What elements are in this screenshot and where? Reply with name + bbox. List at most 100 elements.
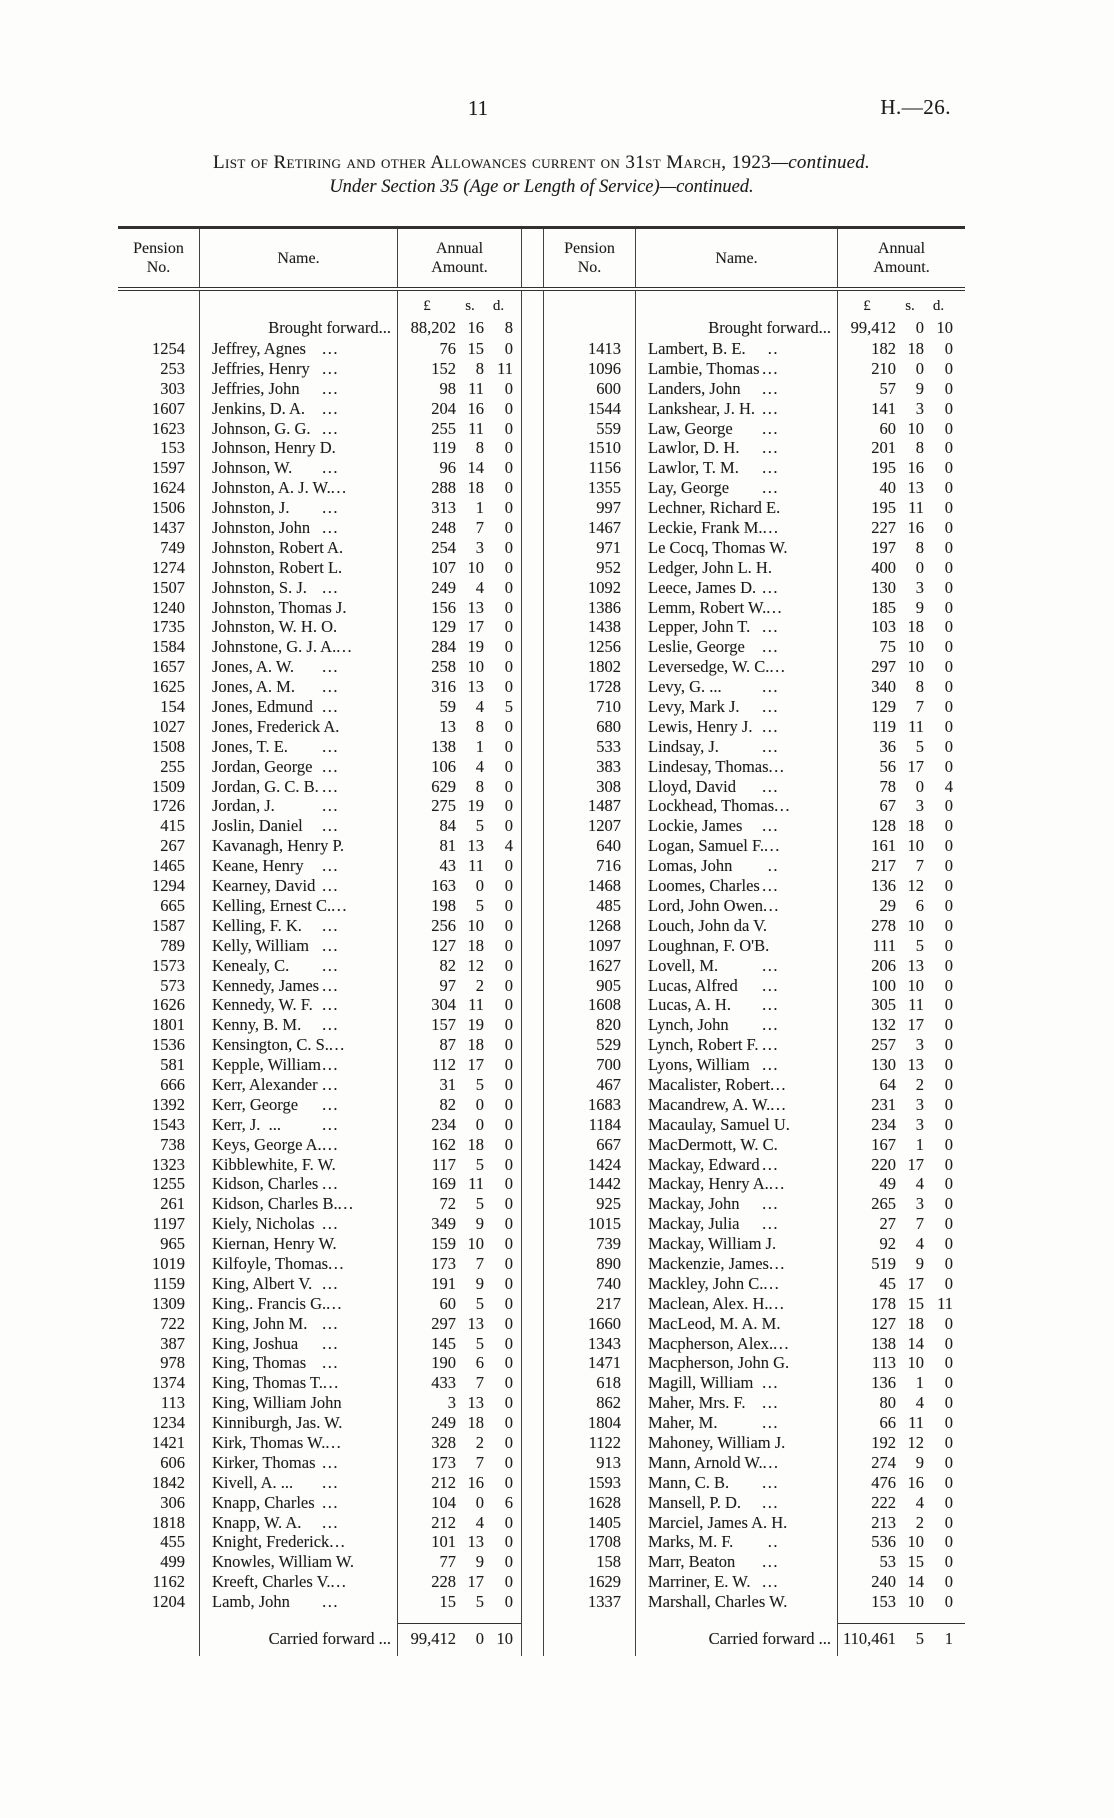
name-cell: Loomes, Charles... [636,876,838,896]
amount-shillings: 4 [475,756,484,776]
annual-amount-cell: 72 5 0 [398,1194,521,1214]
annual-amount-cell: 182 18 0 [838,339,965,359]
amount-pounds: 60 [439,1293,457,1313]
name-cell: Mackay, William J. [636,1234,838,1254]
annual-amount-cell: 240 14 0 [838,1572,965,1592]
pension-number-cell: 978 [118,1353,200,1374]
amount-pence: 0 [504,895,513,915]
dot-leader: ... [322,498,339,518]
amount-pence: 0 [504,1552,513,1572]
amount-shillings: 10 [467,657,485,677]
amount-shillings: 0 [475,1492,484,1512]
pension-number-cell: 1096 [544,358,636,379]
annual-amount-cell: 536 10 0 [838,1532,965,1552]
pension-number-cell: 255 [118,756,200,777]
annual-amount-cell: 36 5 0 [838,737,965,757]
annual-amount-cell: 274 9 0 [838,1453,965,1473]
name-cell: Kirk, Thomas W.... [200,1432,398,1453]
column-divider [521,796,544,817]
annual-amount-cell: 103 18 0 [838,617,965,637]
dot-leader: ... [762,1472,779,1492]
name-cell: Lambert, B. E... [636,339,838,359]
amount-shillings: 11 [908,716,924,736]
table-row: 499 Knowles, William W. 77 9 0 158 Marr, Beato… [118,1552,965,1573]
amount-pence: 0 [504,915,513,935]
dot-leader: ... [322,1273,339,1293]
amount-pounds: 136 [871,876,896,896]
brought-forward-label: Brought forward... [708,318,831,337]
annual-amount-cell: 162 18 0 [398,1135,521,1155]
annual-amount-cell: 197 8 0 [838,538,965,558]
dot-leader: ... [322,975,339,995]
amount-pence: 0 [504,1353,513,1373]
amount-pence: 0 [944,358,953,378]
carried-forward-amount-right: 110,461 5 1 [842,1629,953,1648]
pension-number-cell: 749 [118,537,200,558]
name-cell: Johnston, Robert L. [200,557,398,578]
pensioner-name: Kenny, B. M. [212,1015,302,1035]
pensioner-name: King, William John [212,1393,342,1413]
amount-shillings: 5 [475,1592,484,1612]
pensioner-name: Lockhead, Thomas [648,796,775,816]
dot-leader: ... [322,915,339,935]
pension-number-cell: 1256 [544,637,636,658]
dot-leader: ... [322,458,339,478]
amount-pence: 0 [944,1452,953,1472]
leader-pad [346,598,397,618]
amount-pence: 0 [944,955,953,975]
leader-pad [354,1552,397,1572]
pensioner-name: Lambert, B. E. [648,339,746,358]
amount-shillings: 4 [475,697,484,717]
dot-leader: ... [322,358,339,378]
name-cell: Marshall, Charles W. [636,1592,838,1612]
amount-shillings: 5 [475,895,484,915]
leader-pad [339,458,397,478]
pension-number-cell: 1657 [118,657,200,678]
name-cell: Lucas, Alfred... [636,975,838,996]
list-title-continued: —continued. [771,152,870,173]
amount-shillings: 5 [915,935,924,955]
annual-amount-cell: 257 3 0 [838,1035,965,1055]
pension-number-cell: 529 [544,1035,636,1056]
name-cell: Jones, Frederick A. [200,716,398,737]
amount-shillings: 9 [475,1552,484,1572]
pension-number-cell: 153 [118,438,200,459]
leader-pad [787,1095,837,1115]
leader-pad [339,518,397,538]
pensioner-name: Johnston, S. J. [212,577,307,597]
pension-number-cell: 306 [118,1492,200,1513]
pensioner-name: Johnston, Robert A. [212,537,344,557]
amount-shillings: 5 [475,1333,484,1353]
amount-pounds: 141 [871,398,896,418]
dot-leader: ... [762,478,779,498]
pension-number-cell: 1386 [544,597,636,618]
amount-pence: 0 [944,1055,953,1075]
amount-pence: 0 [944,1114,953,1134]
name-cell: Johnston, A. J. W.... [200,478,398,499]
amount-shillings: 4 [915,1174,924,1194]
leader-pad [779,737,837,757]
pensioner-name: Louch, John da V. [648,915,768,935]
pensioner-name: MacDermott, W. C. [648,1134,778,1154]
pensioner-name: Leece, James D. [648,577,757,597]
amount-pounds: 78 [879,776,897,796]
column-divider [521,637,544,658]
amount-pounds: 60 [879,418,897,438]
amount-pounds: 130 [871,1055,896,1075]
pension-number-cell: 1355 [544,478,636,499]
amount-pounds: 258 [431,657,456,677]
leader-pad [779,518,837,538]
amount-pounds: 97 [439,975,457,995]
pensioner-name: Lovell, M. [648,955,719,975]
table-row: 665 Kelling, Ernest C.... 198 5 0 485 Lord, Jo… [118,895,965,916]
pension-number-cell: 905 [544,975,636,996]
amount-pounds: 349 [431,1214,456,1234]
amount-pounds: 127 [871,1313,896,1333]
leader-pad [340,1373,397,1393]
leader-pad [779,1035,837,1055]
column-header-name-right: Name. [636,229,838,287]
column-divider [521,478,544,499]
amount-shillings: 13 [467,597,485,617]
amount-shillings: 17 [907,756,925,776]
name-cell: Keys, George A.... [200,1134,398,1155]
